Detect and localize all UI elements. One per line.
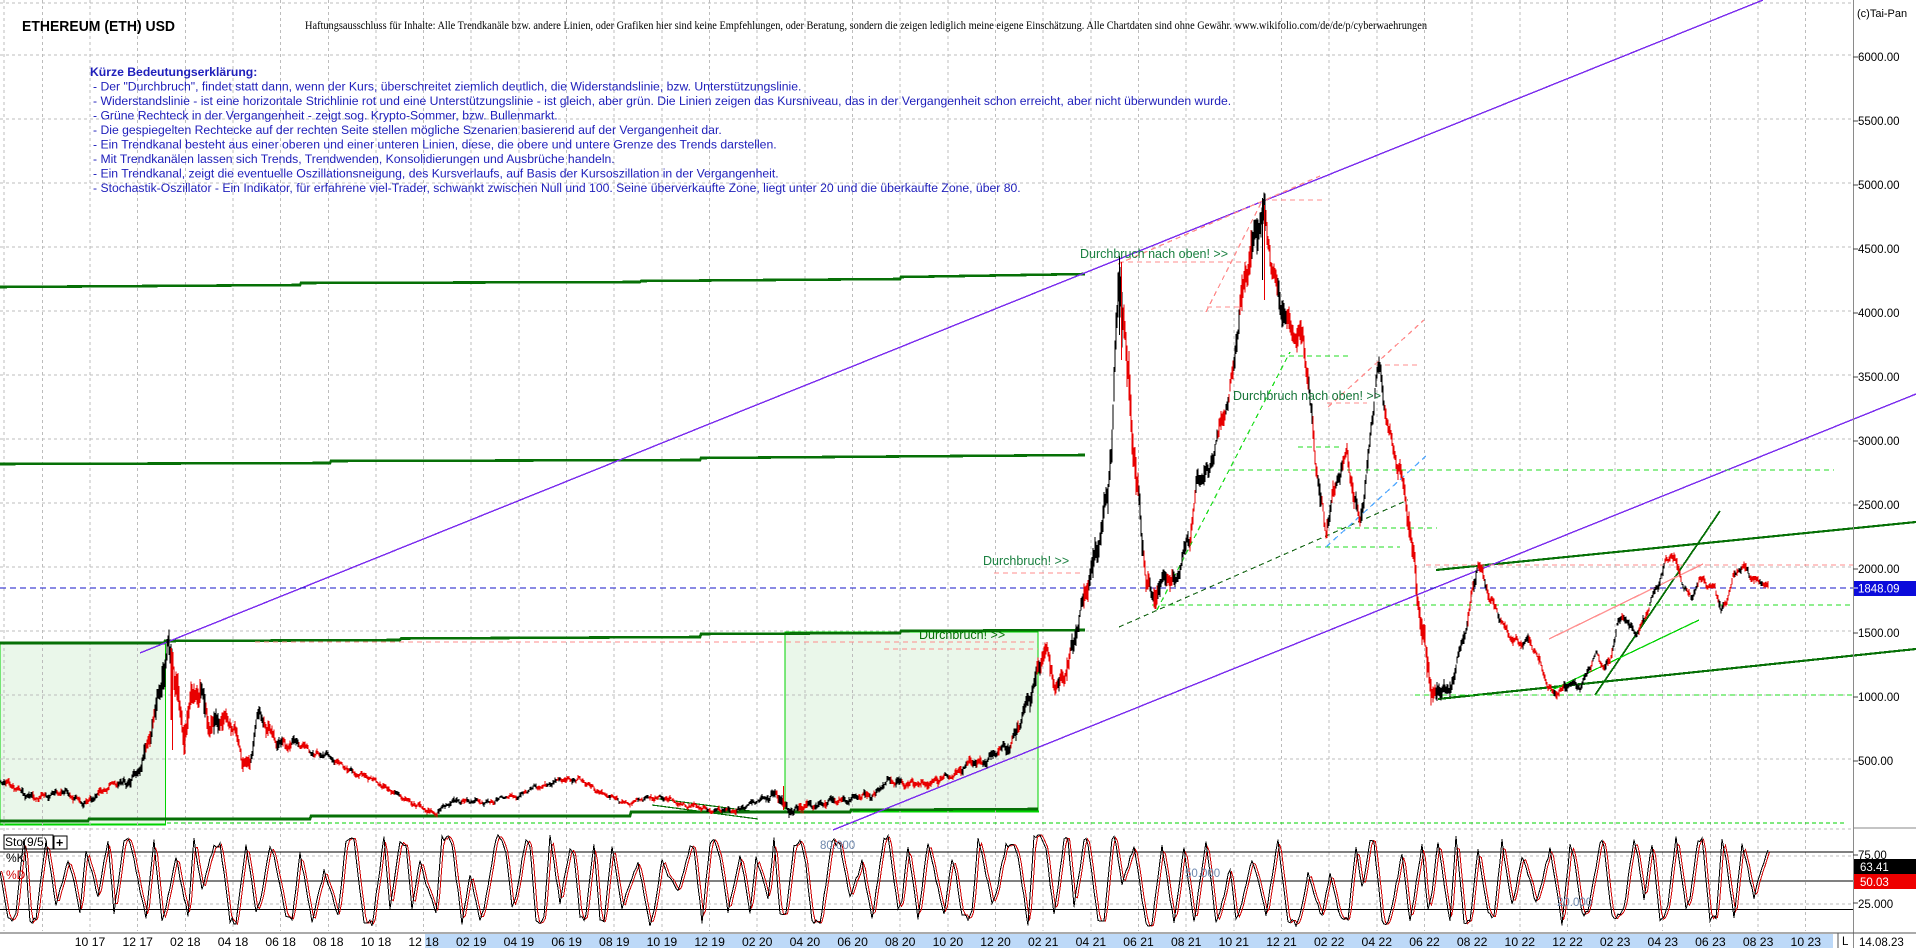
svg-text:- Ein Trendkanal besteht aus e: - Ein Trendkanal besteht aus einer obere… xyxy=(93,138,777,152)
svg-text:5500.00: 5500.00 xyxy=(1858,116,1900,128)
svg-text:4000.00: 4000.00 xyxy=(1858,308,1900,320)
svg-text:12 20: 12 20 xyxy=(980,935,1011,948)
svg-text:12 18: 12 18 xyxy=(408,935,439,948)
svg-text:08 22: 08 22 xyxy=(1457,935,1488,948)
svg-text:12 21: 12 21 xyxy=(1266,935,1297,948)
svg-text:%D: %D xyxy=(6,868,26,882)
svg-text:04 21: 04 21 xyxy=(1076,935,1107,948)
svg-text:10 21: 10 21 xyxy=(1219,935,1250,948)
svg-text:10 19: 10 19 xyxy=(647,935,678,948)
svg-text:Durchbruch! >>: Durchbruch! >> xyxy=(919,628,1005,642)
svg-text:06 18: 06 18 xyxy=(265,935,296,948)
svg-text:10 22: 10 22 xyxy=(1505,935,1536,948)
svg-text:06 21: 06 21 xyxy=(1123,935,1154,948)
svg-text:3500.00: 3500.00 xyxy=(1858,372,1900,384)
svg-text:2000.00: 2000.00 xyxy=(1858,564,1900,576)
svg-text:10 17: 10 17 xyxy=(75,935,106,948)
svg-text:06 23: 06 23 xyxy=(1695,935,1726,948)
svg-text:(c)Tai-Pan: (c)Tai-Pan xyxy=(1857,8,1907,20)
svg-text:08 19: 08 19 xyxy=(599,935,630,948)
svg-text:04 18: 04 18 xyxy=(218,935,249,948)
svg-text:6000.00: 6000.00 xyxy=(1858,52,1900,64)
svg-text:06 22: 06 22 xyxy=(1409,935,1440,948)
svg-text:08 20: 08 20 xyxy=(885,935,916,948)
svg-text:- Mit Trendkanälen lassen sich: - Mit Trendkanälen lassen sich Trends, T… xyxy=(93,152,615,166)
svg-text:10 20: 10 20 xyxy=(933,935,964,948)
svg-text:- Stochastik-Oszillator - Ein: - Stochastik-Oszillator - Ein Indikator,… xyxy=(93,181,1021,195)
svg-text:10 23: 10 23 xyxy=(1791,935,1822,948)
svg-text:02 20: 02 20 xyxy=(742,935,773,948)
svg-text:Durchbruch! >>: Durchbruch! >> xyxy=(983,554,1069,568)
svg-text:%K: %K xyxy=(6,851,25,865)
svg-text:04 22: 04 22 xyxy=(1362,935,1393,948)
svg-text:75.00: 75.00 xyxy=(1858,850,1887,862)
svg-text:08 21: 08 21 xyxy=(1171,935,1202,948)
svg-text:14.08.23: 14.08.23 xyxy=(1859,937,1904,948)
svg-text:12 17: 12 17 xyxy=(122,935,153,948)
svg-text:06 19: 06 19 xyxy=(551,935,582,948)
svg-text:L: L xyxy=(1842,936,1849,948)
svg-text:08 18: 08 18 xyxy=(313,935,344,948)
svg-text:+: + xyxy=(56,836,63,850)
svg-text:Kürze Bedeutungserklärung:: Kürze Bedeutungserklärung: xyxy=(90,65,257,79)
svg-text:2500.00: 2500.00 xyxy=(1858,500,1900,512)
svg-text:3000.00: 3000.00 xyxy=(1858,436,1900,448)
svg-text:02 22: 02 22 xyxy=(1314,935,1345,948)
svg-text:25.000: 25.000 xyxy=(1858,899,1893,911)
svg-text:5000.00: 5000.00 xyxy=(1858,180,1900,192)
svg-text:ETHEREUM (ETH) USD: ETHEREUM (ETH) USD xyxy=(22,18,175,35)
svg-text:- Die gespiegelten Rechtecke a: - Die gespiegelten Rechtecke auf der rec… xyxy=(93,123,722,137)
svg-text:02 23: 02 23 xyxy=(1600,935,1631,948)
svg-text:10 18: 10 18 xyxy=(361,935,392,948)
svg-text:1000.00: 1000.00 xyxy=(1858,692,1900,704)
svg-text:500.00: 500.00 xyxy=(1858,756,1893,768)
svg-text:02 21: 02 21 xyxy=(1028,935,1059,948)
svg-text:Durchbruch nach oben! >>: Durchbruch nach oben! >> xyxy=(1233,389,1381,403)
svg-text:04 23: 04 23 xyxy=(1648,935,1679,948)
svg-text:08 23: 08 23 xyxy=(1743,935,1774,948)
svg-text:12 19: 12 19 xyxy=(694,935,725,948)
svg-text:02 19: 02 19 xyxy=(456,935,487,948)
svg-text:1848.09: 1848.09 xyxy=(1858,584,1900,596)
svg-text:20.000: 20.000 xyxy=(1557,897,1592,909)
svg-text:04 20: 04 20 xyxy=(790,935,821,948)
svg-text:04 19: 04 19 xyxy=(504,935,535,948)
svg-text:- Grüne Rechteck in der Vergan: - Grüne Rechteck in der Vergangenheit - … xyxy=(93,109,558,123)
svg-text:Durchbruch nach oben! >>: Durchbruch nach oben! >> xyxy=(1080,247,1228,261)
svg-text:- Widerstandslinie - ist eine: - Widerstandslinie - ist eine horizontal… xyxy=(93,94,1231,108)
svg-text:- Ein Trendkanal, zeigt die ev: - Ein Trendkanal, zeigt die eventuelle O… xyxy=(93,167,779,181)
svg-text:- Der "Durchbruch", findet sta: - Der "Durchbruch", findet statt dann, w… xyxy=(93,80,801,94)
svg-text:4500.00: 4500.00 xyxy=(1858,244,1900,256)
svg-text:06 20: 06 20 xyxy=(837,935,868,948)
svg-text:Haftungsausschluss für Inhalte: Haftungsausschluss für Inhalte: Alle Tre… xyxy=(305,19,1427,32)
svg-text:63.41: 63.41 xyxy=(1860,862,1889,874)
svg-text:50.000: 50.000 xyxy=(1185,868,1220,880)
svg-text:1500.00: 1500.00 xyxy=(1858,628,1900,640)
svg-text:Sto(9/5): Sto(9/5) xyxy=(5,835,48,849)
svg-text:80.000: 80.000 xyxy=(820,840,855,852)
svg-text:02 18: 02 18 xyxy=(170,935,201,948)
svg-text:50.03: 50.03 xyxy=(1860,877,1889,889)
svg-text:12 22: 12 22 xyxy=(1552,935,1583,948)
